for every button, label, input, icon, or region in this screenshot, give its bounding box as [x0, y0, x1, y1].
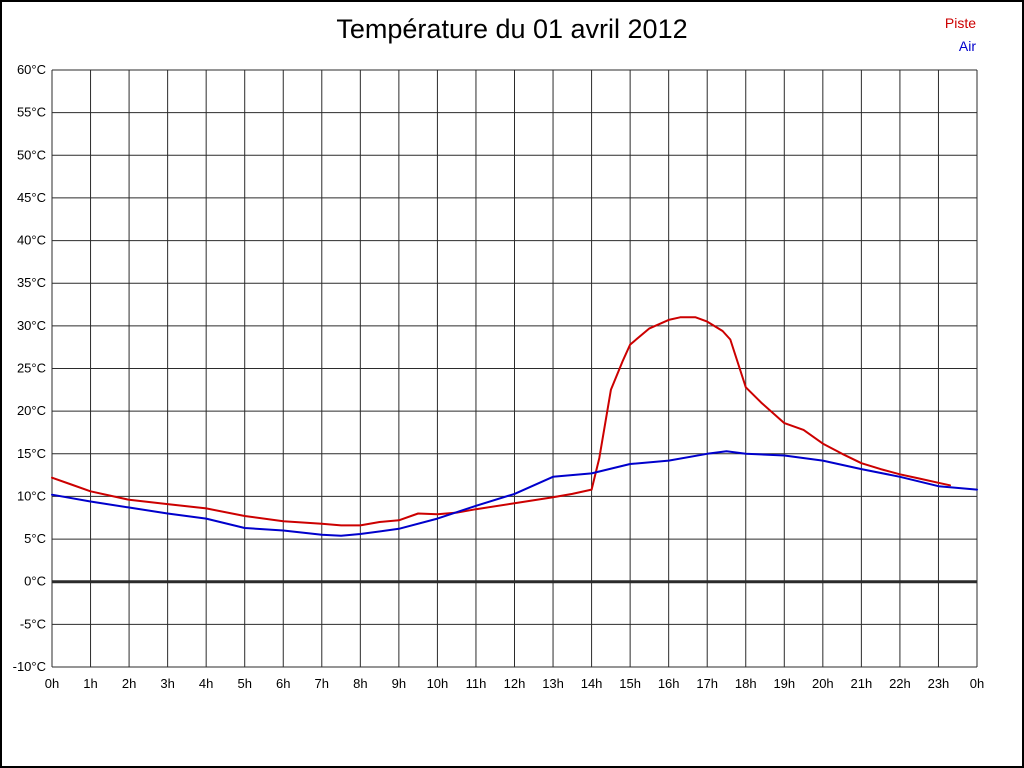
x-tick-label: 19h — [773, 676, 795, 691]
x-tick-label: 9h — [392, 676, 406, 691]
y-tick-label: 25°C — [17, 361, 46, 376]
x-tick-label: 0h — [970, 676, 984, 691]
legend: Piste Air — [945, 12, 976, 58]
x-tick-label: 13h — [542, 676, 564, 691]
x-tick-label: 10h — [427, 676, 449, 691]
x-tick-label: 22h — [889, 676, 911, 691]
y-tick-label: 20°C — [17, 403, 46, 418]
x-tick-label: 12h — [504, 676, 526, 691]
x-tick-label: 1h — [83, 676, 97, 691]
x-tick-label: 7h — [315, 676, 329, 691]
x-tick-label: 0h — [45, 676, 59, 691]
x-tick-label: 23h — [928, 676, 950, 691]
x-tick-label: 14h — [581, 676, 603, 691]
x-tick-label: 20h — [812, 676, 834, 691]
x-tick-label: 18h — [735, 676, 757, 691]
y-tick-label: 45°C — [17, 190, 46, 205]
x-tick-label: 4h — [199, 676, 213, 691]
y-tick-label: 60°C — [17, 62, 46, 77]
x-tick-label: 6h — [276, 676, 290, 691]
y-tick-label: 10°C — [17, 488, 46, 503]
y-tick-label: -10°C — [13, 659, 46, 674]
y-tick-label: 30°C — [17, 318, 46, 333]
x-tick-label: 15h — [619, 676, 641, 691]
y-tick-label: 15°C — [17, 446, 46, 461]
x-tick-label: 16h — [658, 676, 680, 691]
y-tick-label: 50°C — [17, 147, 46, 162]
x-tick-label: 8h — [353, 676, 367, 691]
legend-air-label: Air — [958, 38, 976, 54]
x-tick-label: 3h — [160, 676, 174, 691]
y-tick-label: 35°C — [17, 275, 46, 290]
y-tick-label: -5°C — [20, 616, 46, 631]
x-tick-label: 5h — [237, 676, 251, 691]
x-tick-label: 11h — [466, 676, 487, 691]
x-tick-label: 17h — [696, 676, 718, 691]
chart-title: Température du 01 avril 2012 — [336, 14, 688, 44]
series-air — [51, 450, 978, 537]
y-tick-label: 40°C — [17, 233, 46, 248]
y-tick-label: 5°C — [24, 531, 46, 546]
series-piste — [51, 316, 951, 527]
y-tick-label: 55°C — [17, 105, 46, 120]
legend-piste-label: Piste — [944, 15, 976, 31]
x-tick-label: 2h — [122, 676, 136, 691]
y-tick-label: 0°C — [24, 574, 46, 589]
x-tick-label: 21h — [851, 676, 873, 691]
